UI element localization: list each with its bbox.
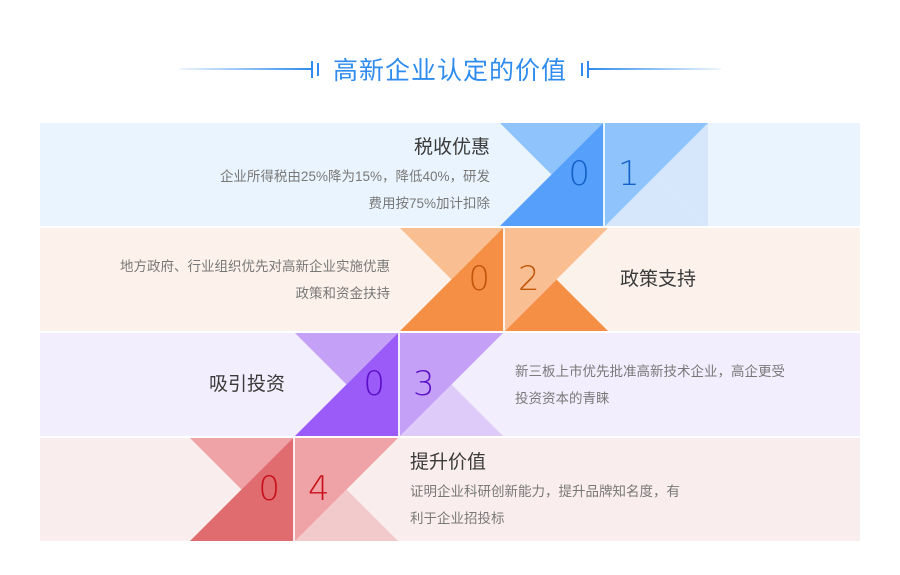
value-digit-right: 3 [413, 364, 435, 404]
decoration-line-icon [589, 68, 721, 70]
value-description-line-1: 企业所得税由25%降为15%，降低40%，研发 [219, 168, 490, 184]
value-text-01: 税收优惠 企业所得税由25%降为15%，降低40%，研发 费用按75%加计扣除 [100, 123, 490, 226]
value-number-blocks-03: 0 3 [295, 333, 503, 436]
value-number-blocks-04: 0 4 [190, 438, 398, 541]
value-list: 税收优惠 企业所得税由25%降为15%，降低40%，研发 费用按75%加计扣除 … [40, 123, 860, 541]
value-digit-left: 0 [468, 259, 490, 299]
value-digit-left: 0 [258, 469, 280, 509]
decoration-line-icon [178, 68, 311, 70]
decoration-tick-icon [587, 60, 589, 78]
value-row-01[interactable]: 税收优惠 企业所得税由25%降为15%，降低40%，研发 费用按75%加计扣除 … [40, 123, 860, 226]
number-block-left: 0 [500, 123, 603, 226]
value-description-line-1: 证明企业科研创新能力，提升品牌知名度，有 [410, 483, 680, 499]
number-block-left: 0 [400, 228, 503, 331]
value-digit-right: 2 [518, 259, 540, 299]
decoration-bar-icon [316, 62, 319, 76]
number-block-right: 2 [505, 228, 608, 331]
value-digit-right: 1 [618, 154, 640, 194]
value-row-04[interactable]: 0 4 提升价值 证明企业科研创新能力，提升品牌知名度，有 利于企业招投标 [40, 438, 860, 541]
decoration-tick-icon [310, 60, 313, 78]
value-description-line-1: 新三板上市优先批准高新技术企业，高企更受 [515, 363, 785, 379]
value-description-line-2: 投资资本的青睐 [515, 390, 610, 406]
number-block-right: 4 [295, 438, 398, 541]
title-decoration-right [581, 60, 721, 78]
number-block-left: 0 [295, 333, 398, 436]
value-description-line-2: 费用按75%加计扣除 [368, 195, 490, 211]
value-heading: 提升价值 [410, 451, 487, 473]
page-title: 高新企业认定的价值 [332, 57, 567, 85]
value-heading: 税收优惠 [413, 136, 490, 158]
page-title-bar: 高新企业认定的价值 [0, 48, 900, 90]
value-description-line-2: 利于企业招投标 [410, 510, 505, 526]
value-description-line-1: 地方政府、行业组织优先对高新企业实施优惠 [120, 258, 390, 274]
number-block-right: 1 [605, 123, 708, 226]
value-heading-wrap-02: 政策支持 [620, 228, 860, 331]
title-decoration-left [178, 60, 319, 78]
value-text-02: 地方政府、行业组织优先对高新企业实施优惠 政策和资金扶持 [50, 228, 390, 331]
value-number-blocks-01: 0 1 [500, 123, 708, 226]
value-digit-left: 0 [363, 364, 385, 404]
value-digit-left: 0 [568, 154, 590, 194]
number-block-right: 3 [400, 333, 503, 436]
value-heading: 政策支持 [620, 268, 697, 290]
decoration-bar-icon [581, 62, 583, 76]
value-text-03: 新三板上市优先批准高新技术企业，高企更受 投资资本的青睐 [515, 333, 835, 436]
number-block-left: 0 [190, 438, 293, 541]
value-description-line-2: 政策和资金扶持 [295, 285, 391, 301]
value-number-blocks-02: 0 2 [400, 228, 608, 331]
value-heading-wrap-03: 吸引投资 [50, 333, 285, 436]
value-text-04: 提升价值 证明企业科研创新能力，提升品牌知名度，有 利于企业招投标 [410, 438, 850, 541]
value-row-03[interactable]: 吸引投资 0 3 新三板上市优先批准高新技术企业，高企更受 投资资本的青睐 [40, 333, 860, 436]
value-row-02[interactable]: 地方政府、行业组织优先对高新企业实施优惠 政策和资金扶持 0 2 政策支持 [40, 228, 860, 331]
value-heading: 吸引投资 [208, 373, 285, 395]
value-digit-right: 4 [308, 469, 330, 509]
